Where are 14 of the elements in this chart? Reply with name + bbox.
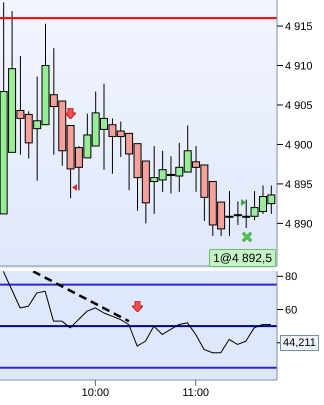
y-tick-label: 4 895 [285,178,313,191]
y-tick-label: 60 [285,304,298,316]
x-tick-label: 11:00 [182,386,210,399]
y-tick-label: 4 905 [285,100,313,112]
y-tick-label: 80 [285,271,298,284]
candlestick [234,200,242,226]
text: 44,211 [280,335,319,351]
y-tick-label: 4 910 [285,60,313,72]
annotation: 1@4 892,5 [209,249,276,267]
y-tick-label: 4 890 [285,218,313,230]
x-tick-label: 10:00 [82,386,110,399]
y-tick-label: 4 900 [285,139,313,152]
line-series [2,271,272,354]
y-tick-label: 4 915 [285,20,313,33]
